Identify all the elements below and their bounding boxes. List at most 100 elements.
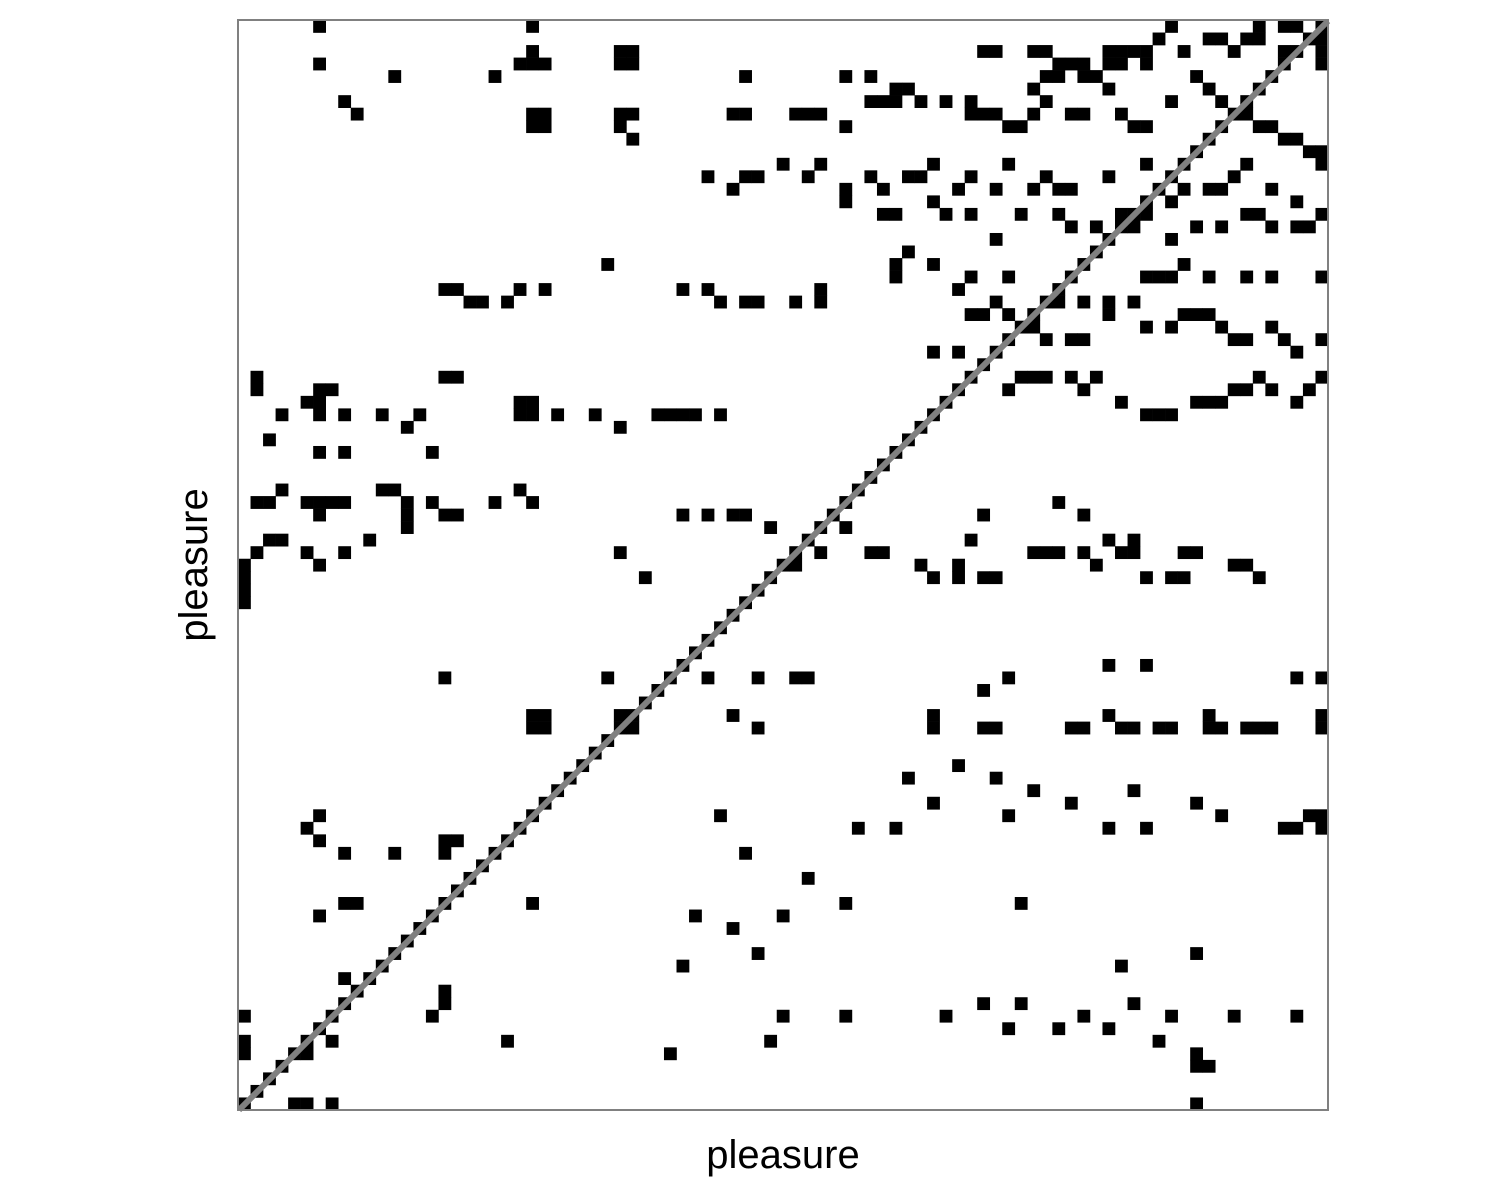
heatmap-cell [613,57,627,71]
heatmap-cell [375,483,389,497]
heatmap-cell [263,433,276,447]
heatmap-cell [488,496,502,509]
heatmap-cell [626,132,640,146]
heatmap-cell [1077,107,1091,121]
heatmap-cell [1315,270,1329,284]
heatmap-cell [1177,182,1191,196]
heatmap-cell [1165,408,1178,422]
heatmap-cell [1190,546,1204,560]
heatmap-cell [1302,220,1316,234]
heatmap-cell [1064,796,1078,810]
heatmap-cell [1240,383,1254,397]
heatmap-cell [513,57,527,71]
heatmap-cell [814,283,828,296]
heatmap-cell [701,671,715,685]
heatmap-cell [663,408,677,422]
heatmap-cell [325,1097,339,1111]
heatmap-cell [977,508,991,522]
heatmap-cell [939,207,953,221]
heatmap-cell [338,408,352,422]
heatmap-cell [325,496,339,509]
heatmap-cell [889,82,903,96]
heatmap-cell [902,245,915,259]
heatmap-cell [526,897,539,910]
heatmap-cell [1127,120,1141,134]
heatmap-cell [238,596,251,610]
heatmap-cell [1140,658,1153,672]
heatmap-cell [1115,207,1128,221]
heatmap-cell [651,408,665,422]
heatmap-cell [801,170,815,184]
heatmap-cell [689,408,702,422]
heatmap-cell [776,1009,790,1023]
heatmap-cell [1215,320,1229,334]
heatmap-cell [238,1009,251,1023]
heatmap-cell [1165,571,1178,585]
heatmap-cell [1202,721,1216,735]
heatmap-cell [1165,1009,1178,1023]
heatmap-cell [375,408,389,422]
heatmap-cell [1027,546,1041,560]
heatmap-cell [1215,395,1229,409]
heatmap-cell [689,909,702,923]
heatmap-cell [726,709,740,722]
heatmap-cell [952,283,965,296]
heatmap-cell [450,834,464,848]
heatmap-cell [1227,45,1241,58]
heatmap-cell [914,170,928,184]
heatmap-cell [1227,383,1241,397]
heatmap-cell [526,408,539,422]
heatmap-cell [1127,546,1141,560]
heatmap-cell [789,558,803,572]
heatmap-cell [1252,721,1266,735]
heatmap-cell [1064,370,1078,384]
heatmap-cell [1215,32,1229,46]
heatmap-cell [1140,120,1153,134]
heatmap-cell [1302,809,1316,823]
heatmap-cell [1315,821,1329,835]
heatmap-cell [864,95,878,108]
heatmap-cell [438,834,452,848]
heatmap-cell [1077,383,1091,397]
heatmap-cell [902,771,915,785]
heatmap-cell [701,170,715,184]
heatmap-cell [1039,95,1053,108]
plot-frame [237,19,1329,1111]
heatmap-cell [1240,333,1254,347]
heatmap-cell [613,420,627,434]
heatmap-cell [526,57,539,71]
heatmap-cell [701,508,715,522]
heatmap-cell [513,483,527,497]
heatmap-cell [1077,70,1091,83]
heatmap-cell [902,170,915,184]
heatmap-cell [1140,408,1153,422]
heatmap-cell [288,1097,301,1111]
heatmap-cell [889,270,903,284]
heatmap-cell [1052,70,1066,83]
heatmap-cell [1052,496,1066,509]
heatmap-cell [338,846,352,860]
heatmap-cell [776,909,790,923]
heatmap-cell [526,496,539,509]
heatmap-cell [1215,220,1229,234]
heatmap-cell [250,496,264,509]
heatmap-cell [1165,20,1178,33]
heatmap-cell [964,308,978,321]
heatmap-cell [977,308,991,321]
heatmap-cell [1039,45,1053,58]
heatmap-cell [739,846,752,860]
heatmap-cell [1215,95,1229,108]
heatmap-cell [663,1047,677,1061]
heatmap-cell [400,420,414,434]
heatmap-cell [1165,320,1178,334]
heatmap-cell [388,846,402,860]
heatmap-cell [952,182,965,196]
heatmap-cell [538,709,552,722]
heatmap-cell [438,283,452,296]
heatmap-cell [1077,333,1091,347]
heatmap-cell [839,70,853,83]
heatmap-cell [613,709,627,722]
heatmap-cell [1064,107,1078,121]
heatmap-cell [989,107,1003,121]
heatmap-cell [626,107,640,121]
